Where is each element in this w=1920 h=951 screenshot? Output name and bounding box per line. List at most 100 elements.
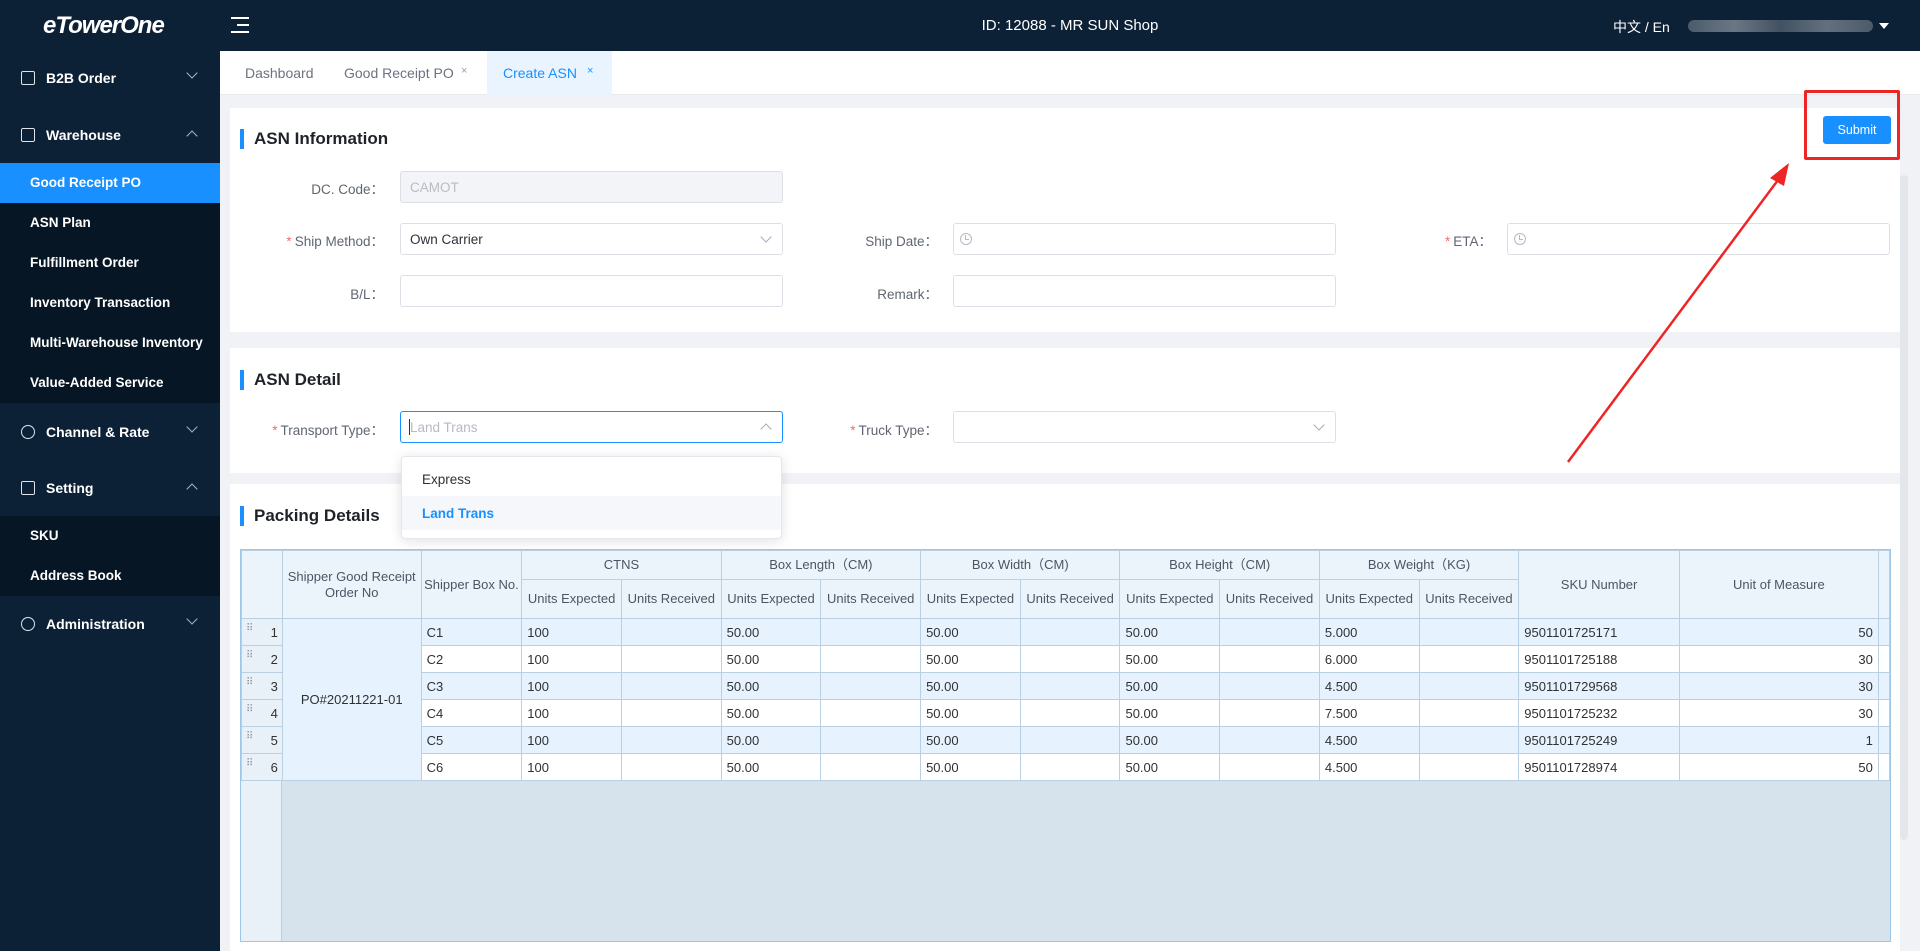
ctns-expected-cell[interactable]: 100 [521, 726, 622, 754]
drag-handle-icon[interactable]: ⠿ [246, 703, 253, 715]
weight-expected-cell[interactable]: 6.000 [1318, 645, 1420, 673]
unit-of-measure-cell[interactable]: 50 [1678, 753, 1879, 781]
length-expected-cell[interactable]: 50.00 [720, 726, 822, 754]
ctns-expected-cell[interactable]: 100 [521, 645, 622, 673]
shipper-box-cell[interactable]: C4 [420, 699, 523, 727]
ctns-received-cell[interactable] [620, 645, 722, 673]
weight-expected-cell[interactable]: 4.500 [1318, 726, 1420, 754]
row-number-cell[interactable]: ⠿ 5 [241, 726, 283, 754]
weight-expected-cell[interactable]: 5.000 [1318, 618, 1420, 646]
table-row[interactable]: ⠿ 2 C2 100 50.00 50.00 50.00 6.000 9501101725188… [241, 645, 1890, 673]
weight-expected-cell[interactable]: 7.500 [1318, 699, 1420, 727]
width-expected-cell[interactable]: 50.00 [920, 726, 1021, 754]
weight-received-cell[interactable] [1418, 699, 1520, 727]
sidebar-group-setting[interactable]: Setting [0, 468, 220, 508]
ctns-expected-cell[interactable]: 100 [521, 753, 622, 781]
tab-create-asn[interactable]: Create ASN × [487, 51, 612, 95]
length-received-cell[interactable] [820, 699, 922, 727]
width-received-cell[interactable] [1019, 726, 1121, 754]
table-row[interactable]: ⠿ 3 C3 100 50.00 50.00 50.00 4.500 9501101729568… [241, 672, 1890, 700]
height-expected-cell[interactable]: 50.00 [1119, 726, 1221, 754]
weight-received-cell[interactable] [1418, 618, 1520, 646]
transport-type-select[interactable]: Land Trans [400, 411, 783, 443]
extra-cell[interactable] [1877, 699, 1890, 727]
shipper-box-cell[interactable]: C5 [420, 726, 523, 754]
unit-of-measure-cell[interactable]: 50 [1678, 618, 1879, 646]
weight-received-cell[interactable] [1418, 753, 1520, 781]
length-received-cell[interactable] [820, 672, 922, 700]
drag-handle-icon[interactable]: ⠿ [246, 757, 253, 769]
row-number-cell[interactable]: ⠿ 3 [241, 672, 283, 700]
row-number-cell[interactable]: ⠿ 6 [241, 753, 283, 781]
width-expected-cell[interactable]: 50.00 [920, 618, 1021, 646]
length-expected-cell[interactable]: 50.00 [720, 645, 822, 673]
extra-cell[interactable] [1877, 753, 1890, 781]
length-expected-cell[interactable]: 50.00 [720, 618, 822, 646]
row-number-cell[interactable]: ⠿ 1 [241, 618, 283, 646]
width-received-cell[interactable] [1019, 672, 1121, 700]
page-scrollbar[interactable] [1900, 175, 1908, 840]
ctns-received-cell[interactable] [620, 618, 722, 646]
ctns-expected-cell[interactable]: 100 [521, 672, 622, 700]
width-received-cell[interactable] [1019, 753, 1121, 781]
shipper-box-cell[interactable]: C2 [420, 645, 523, 673]
width-expected-cell[interactable]: 50.00 [920, 753, 1021, 781]
shipper-box-cell[interactable]: C6 [420, 753, 523, 781]
height-expected-cell[interactable]: 50.00 [1119, 645, 1221, 673]
shipper-box-cell[interactable]: C1 [420, 618, 523, 646]
drag-handle-icon[interactable]: ⠿ [246, 676, 253, 688]
sidebar-group-warehouse[interactable]: Warehouse [0, 115, 220, 155]
sidebar-item-sku[interactable]: SKU [0, 516, 220, 556]
width-received-cell[interactable] [1019, 645, 1121, 673]
drag-handle-icon[interactable]: ⠿ [246, 622, 253, 634]
sidebar-item-address-book[interactable]: Address Book [0, 556, 220, 596]
sidebar-item-good-receipt-po[interactable]: Good Receipt PO [0, 163, 220, 203]
width-expected-cell[interactable]: 50.00 [920, 699, 1021, 727]
length-received-cell[interactable] [820, 726, 922, 754]
app-logo[interactable]: eTowerOne [43, 12, 165, 39]
table-row[interactable]: ⠿ 6 C6 100 50.00 50.00 50.00 4.500 9501101728974… [241, 753, 1890, 781]
length-expected-cell[interactable]: 50.00 [720, 699, 822, 727]
menu-collapse-icon[interactable] [231, 15, 253, 35]
shipper-po-cell[interactable]: PO#20211221-01 [281, 618, 422, 781]
ctns-received-cell[interactable] [620, 672, 722, 700]
weight-expected-cell[interactable]: 4.500 [1318, 672, 1420, 700]
dropdown-option-land-trans[interactable]: Land Trans [402, 496, 781, 530]
extra-cell[interactable] [1877, 618, 1890, 646]
row-number-cell[interactable]: ⠿ 2 [241, 645, 283, 673]
sku-number-cell[interactable]: 9501101725249 [1518, 726, 1680, 754]
remark-input[interactable] [953, 275, 1336, 307]
weight-received-cell[interactable] [1418, 645, 1520, 673]
height-received-cell[interactable] [1219, 645, 1320, 673]
length-expected-cell[interactable]: 50.00 [720, 672, 822, 700]
sidebar-item-value-added-service[interactable]: Value-Added Service [0, 363, 220, 403]
drag-handle-icon[interactable]: ⠿ [246, 730, 253, 742]
tab-good-receipt-po[interactable]: Good Receipt PO × [330, 51, 476, 95]
user-menu[interactable] [1688, 17, 1873, 33]
ship-method-select[interactable]: Own Carrier [400, 223, 783, 255]
caret-down-icon[interactable] [1879, 23, 1889, 29]
row-number-cell[interactable]: ⠿ 4 [241, 699, 283, 727]
height-received-cell[interactable] [1219, 672, 1320, 700]
sidebar-item-multi-warehouse-inventory[interactable]: Multi-Warehouse Inventory [0, 323, 220, 363]
width-received-cell[interactable] [1019, 699, 1121, 727]
unit-of-measure-cell[interactable]: 1 [1678, 726, 1879, 754]
extra-cell[interactable] [1877, 645, 1890, 673]
unit-of-measure-cell[interactable]: 30 [1678, 672, 1879, 700]
ctns-expected-cell[interactable]: 100 [521, 618, 622, 646]
ctns-received-cell[interactable] [620, 699, 722, 727]
sku-number-cell[interactable]: 9501101728974 [1518, 753, 1680, 781]
sidebar-item-fulfillment-order[interactable]: Fulfillment Order [0, 243, 220, 283]
width-expected-cell[interactable]: 50.00 [920, 672, 1021, 700]
weight-received-cell[interactable] [1418, 726, 1520, 754]
width-received-cell[interactable] [1019, 618, 1121, 646]
length-received-cell[interactable] [820, 753, 922, 781]
table-row[interactable]: ⠿ 5 C5 100 50.00 50.00 50.00 4.500 9501101725249… [241, 726, 1890, 754]
close-icon[interactable]: × [461, 65, 468, 77]
height-received-cell[interactable] [1219, 726, 1320, 754]
length-expected-cell[interactable]: 50.00 [720, 753, 822, 781]
sidebar-group-administration[interactable]: Administration [0, 604, 220, 644]
language-switch[interactable]: 中文 / En [1613, 19, 1670, 35]
weight-received-cell[interactable] [1418, 672, 1520, 700]
extra-cell[interactable] [1877, 726, 1890, 754]
